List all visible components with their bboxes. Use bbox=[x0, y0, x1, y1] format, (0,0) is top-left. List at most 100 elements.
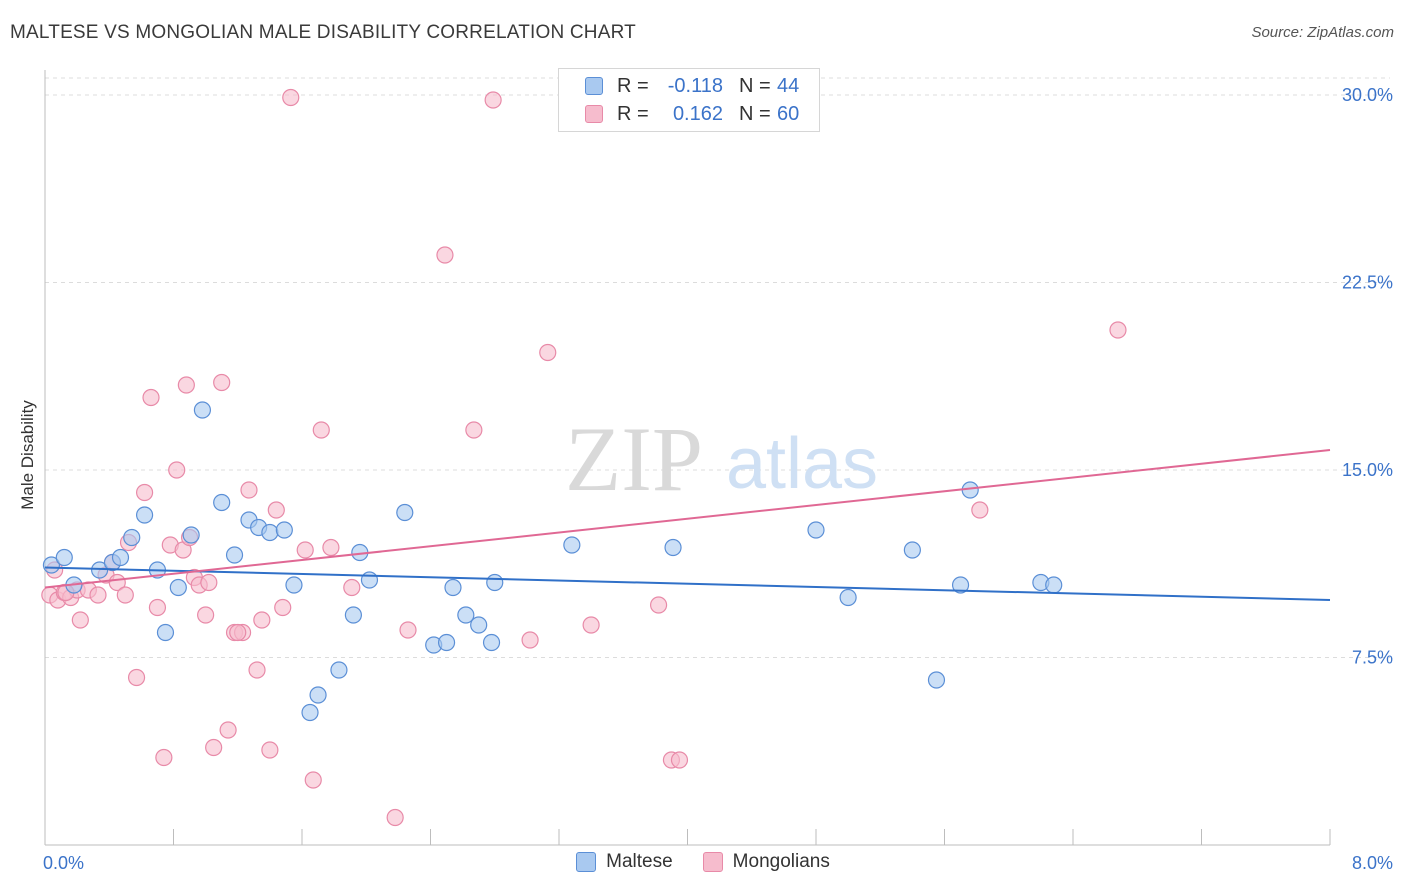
mongolians-point bbox=[219, 721, 237, 739]
axes bbox=[44, 70, 1331, 846]
mongolians-point bbox=[274, 598, 292, 617]
chart-title: MALTESE VS MONGOLIAN MALE DISABILITY COR… bbox=[10, 22, 636, 43]
y-tick-label: 7.5% bbox=[1352, 648, 1393, 668]
mongolians-point bbox=[200, 573, 218, 592]
maltese-point bbox=[301, 703, 319, 722]
mongolians-point bbox=[436, 246, 454, 264]
mongolians-point bbox=[177, 376, 195, 394]
mongolians-point bbox=[116, 586, 134, 604]
mongolians-trend-line bbox=[44, 449, 1331, 589]
series-legend: Maltese Mongolians bbox=[0, 851, 1406, 873]
maltese-point bbox=[563, 536, 581, 554]
n-label: N = bbox=[739, 102, 771, 125]
maltese-point bbox=[839, 588, 857, 607]
mongolians-point bbox=[539, 343, 557, 362]
source-label: Source: ZipAtlas.com bbox=[1251, 24, 1394, 41]
watermark-atlas: atlas bbox=[726, 424, 878, 504]
r-label: R = bbox=[617, 74, 649, 97]
maltese-point bbox=[309, 686, 327, 704]
watermark: ZIP atlas bbox=[565, 408, 878, 510]
maltese-point bbox=[135, 506, 154, 524]
mongolians-point bbox=[197, 606, 215, 624]
mongolians-swatch bbox=[702, 852, 723, 872]
series-maltese bbox=[42, 401, 1063, 722]
legend-label-maltese: Maltese bbox=[606, 851, 673, 872]
series-mongolians bbox=[41, 88, 1127, 827]
mongolians-point bbox=[343, 578, 361, 597]
maltese-point bbox=[275, 521, 293, 539]
legend-row-maltese: R = -0.118 N = 44 bbox=[585, 73, 799, 99]
maltese-point bbox=[482, 633, 501, 652]
maltese-point bbox=[42, 556, 61, 574]
mongolians-point bbox=[142, 388, 160, 407]
mongolians-point bbox=[282, 88, 300, 107]
mongolians-point bbox=[670, 751, 689, 769]
mongolians-point bbox=[155, 748, 173, 767]
mongolians-point bbox=[135, 483, 154, 502]
maltese-point bbox=[111, 548, 130, 567]
maltese-swatch bbox=[576, 852, 597, 872]
maltese-point bbox=[285, 576, 303, 594]
maltese-point bbox=[193, 401, 212, 419]
maltese-swatch bbox=[585, 77, 603, 95]
maltese-point bbox=[261, 523, 279, 542]
mongolians-point bbox=[649, 596, 668, 614]
mongolians-point bbox=[89, 586, 107, 604]
r-value: -0.118 bbox=[667, 74, 723, 97]
maltese-point bbox=[182, 526, 200, 544]
mongolians-point bbox=[1109, 321, 1127, 339]
mongolians-point bbox=[253, 611, 271, 629]
y-axis-label: Male Disability bbox=[18, 400, 37, 510]
trend-lines bbox=[44, 449, 1331, 601]
mongolians-point bbox=[322, 538, 340, 557]
mongolians-point bbox=[148, 598, 167, 617]
mongolians-point bbox=[240, 481, 258, 499]
mongolians-point bbox=[267, 501, 285, 519]
legend-row-mongolians: R = 0.162 N = 60 bbox=[585, 101, 799, 127]
mongolians-point bbox=[971, 501, 989, 519]
legend-item-mongolians[interactable]: Mongolians bbox=[702, 851, 830, 873]
watermark-zip: ZIP bbox=[565, 408, 703, 510]
maltese-point bbox=[1045, 576, 1063, 594]
maltese-point bbox=[437, 633, 456, 652]
legend-label-mongolians: Mongolians bbox=[732, 851, 830, 872]
mongolians-point bbox=[312, 421, 330, 439]
mongolians-point bbox=[213, 373, 231, 392]
n-value: 60 bbox=[777, 102, 800, 125]
mongolians-point bbox=[386, 808, 404, 827]
maltese-point bbox=[486, 573, 504, 592]
y-tick-labels: 7.5% 15.0% 22.5% 30.0% bbox=[1342, 85, 1393, 668]
mongolians-point bbox=[71, 611, 89, 629]
maltese-point bbox=[344, 606, 362, 624]
maltese-trend-line bbox=[44, 566, 1331, 601]
mongolians-point bbox=[296, 541, 314, 559]
maltese-point bbox=[123, 528, 141, 547]
x-tick-label: 8.0% bbox=[1352, 853, 1393, 873]
maltese-point bbox=[169, 578, 187, 597]
mongolians-point bbox=[229, 623, 247, 642]
x-tick-labels: 0.0% 8.0% bbox=[43, 853, 1393, 873]
mongolians-point bbox=[205, 738, 223, 757]
correlation-legend: R = -0.118 N = 44 R = 0.162 N = 60 bbox=[558, 68, 820, 132]
maltese-point bbox=[156, 623, 175, 642]
mongolians-point bbox=[304, 771, 322, 789]
x-tick-label: 0.0% bbox=[43, 853, 84, 873]
mongolians-point bbox=[521, 631, 539, 649]
legend-item-maltese[interactable]: Maltese bbox=[576, 851, 673, 873]
n-value: 44 bbox=[777, 74, 800, 97]
maltese-point bbox=[360, 571, 379, 589]
maltese-point bbox=[951, 576, 970, 594]
n-label: N = bbox=[739, 74, 771, 97]
mongolians-point bbox=[582, 616, 600, 634]
mongolians-point bbox=[248, 661, 266, 679]
maltese-point bbox=[213, 493, 231, 512]
mongolians-swatch bbox=[585, 105, 603, 123]
maltese-point bbox=[55, 548, 73, 567]
maltese-point bbox=[444, 578, 462, 597]
grid-lines bbox=[45, 77, 1390, 658]
maltese-point bbox=[664, 538, 682, 557]
r-label: R = bbox=[617, 102, 649, 125]
maltese-point bbox=[807, 521, 825, 539]
r-value: 0.162 bbox=[672, 102, 723, 125]
